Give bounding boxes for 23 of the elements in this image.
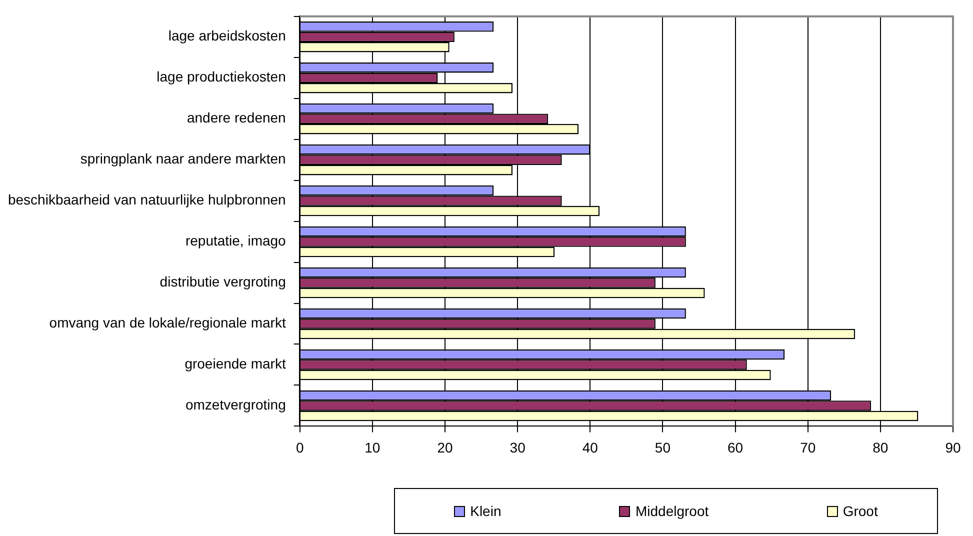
y-tick-label: omzetvergroting: [185, 396, 286, 413]
y-tick-label: distributie vergroting: [160, 274, 286, 290]
x-tick-label: 30: [510, 439, 526, 456]
x-tick-label: 90: [945, 439, 961, 456]
x-tick-label: 40: [582, 439, 598, 456]
x-tick-label: 0: [296, 439, 304, 456]
x-tick-label: 50: [654, 439, 671, 456]
y-tick-label: beschikbaarheid van natuurlijke hulpbronnen: [8, 192, 286, 208]
legend-label: Middelgroot: [635, 503, 709, 519]
x-tick-label: 10: [364, 439, 380, 456]
x-tick-label: 20: [437, 439, 453, 456]
y-tick-label: andere redenen: [186, 110, 286, 126]
y-tick-label: groeiende markt: [184, 356, 286, 372]
y-tick-label: reputatie, imago: [185, 232, 286, 249]
y-tick-label: omvang van de lokale/regionale markt: [49, 314, 286, 331]
y-tick-label: lage arbeidskosten: [168, 28, 286, 44]
y-tick-label: lage productiekosten: [156, 68, 286, 85]
y-tick-label: springplank naar andere markten: [80, 150, 286, 167]
x-tick-label: 80: [872, 439, 888, 456]
legend-label: Klein: [470, 503, 502, 519]
x-tick-label: 60: [728, 439, 744, 456]
x-tick-label: 70: [800, 439, 816, 456]
legend-label: Groot: [842, 503, 878, 519]
